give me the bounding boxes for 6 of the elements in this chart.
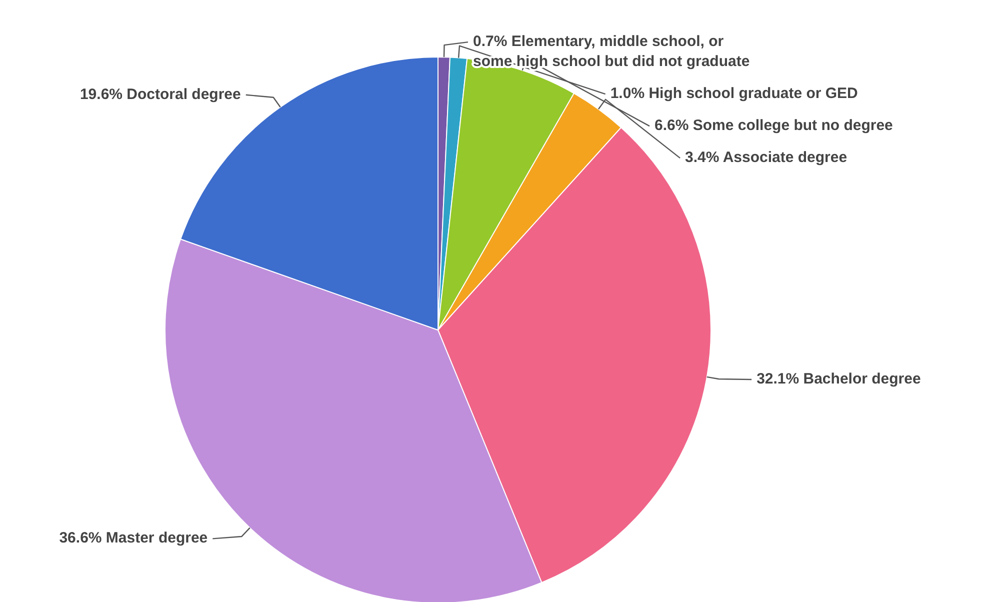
slice-label: 36.6% Master degree [59, 530, 208, 547]
slice-label: 6.6% Some college but no degree [654, 117, 893, 134]
slice-label: 3.4% Associate degree [685, 149, 848, 166]
slice-label: 1.0% High school graduate or GED [610, 85, 858, 102]
slice-label: 19.6% Doctoral degree [80, 86, 241, 103]
slice-label: 32.1% Bachelor degree [756, 370, 921, 388]
